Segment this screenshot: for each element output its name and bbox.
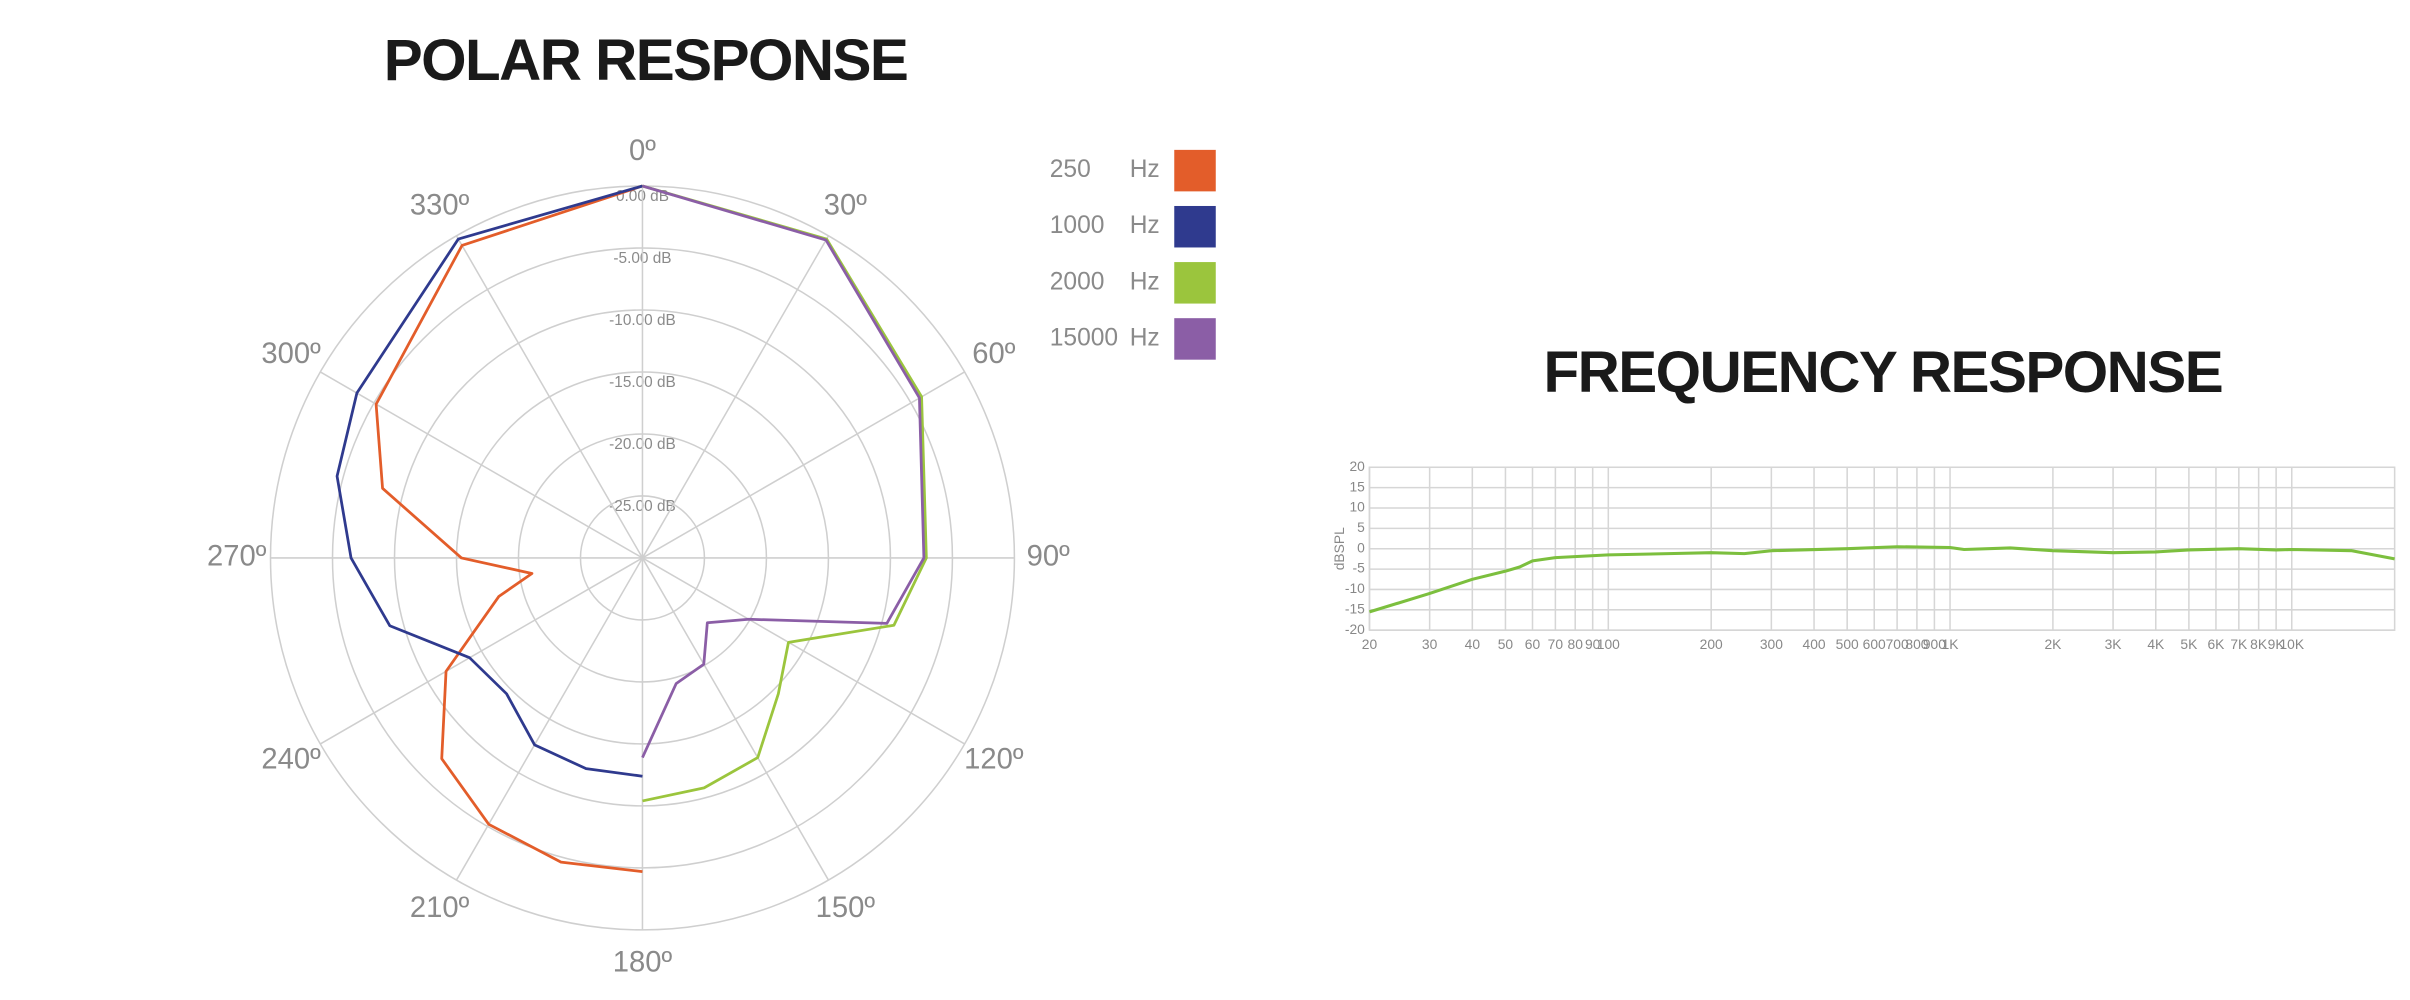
y-axis-label: dBSPL xyxy=(1331,527,1347,570)
legend-swatch xyxy=(1174,318,1216,360)
x-tick-label: 6K xyxy=(2207,636,2225,652)
legend-swatch xyxy=(1174,262,1216,304)
x-tick-label: 30 xyxy=(1422,636,1438,652)
theta-tick-label: 240º xyxy=(261,744,321,776)
y-tick-label: 15 xyxy=(1349,478,1365,494)
theta-tick-label: 150º xyxy=(816,892,876,924)
theta-grid-line xyxy=(455,557,644,881)
y-tick-label: -15 xyxy=(1345,600,1365,616)
x-tick-label: 20 xyxy=(1362,636,1378,652)
polar-line xyxy=(642,184,928,803)
theta-tick-label: 120º xyxy=(964,744,1024,776)
x-tick-label: 3K xyxy=(2105,636,2123,652)
x-tick-label: 300 xyxy=(1760,636,1783,652)
polar-line xyxy=(335,184,643,778)
x-tick-label: 1K xyxy=(1942,636,1960,652)
y-tick-label: -10 xyxy=(1345,580,1365,596)
x-tick-label: 600 xyxy=(1863,636,1886,652)
y-tick-label: 5 xyxy=(1357,519,1365,535)
chart-title: FREQUENCY RESPONSE xyxy=(1544,340,2223,405)
y-tick-label: 0 xyxy=(1357,539,1365,555)
x-tick-label: 2K xyxy=(2044,636,2062,652)
x-tick-label: 400 xyxy=(1803,636,1826,652)
x-tick-label: 80 xyxy=(1568,636,1584,652)
x-tick-label: 9K xyxy=(2268,636,2286,652)
theta-tick-label: 180º xyxy=(613,946,673,978)
x-tick-label: 8K xyxy=(2250,636,2268,652)
x-tick-label: 500 xyxy=(1836,636,1859,652)
theta-grid-line xyxy=(641,557,830,881)
theta-tick-label: 300º xyxy=(261,338,321,370)
x-tick-label: 7K xyxy=(2230,636,2248,652)
legend-label: 2000 xyxy=(1050,268,1105,295)
theta-grid-line xyxy=(319,557,643,745)
theta-tick-label: 0º xyxy=(629,135,656,167)
theta-grid-line xyxy=(642,371,965,559)
y-tick-label: -20 xyxy=(1345,621,1365,637)
legend-label: 1000 xyxy=(1050,212,1105,239)
y-tick-label: -5 xyxy=(1353,560,1366,576)
legend-unit: Hz xyxy=(1130,212,1160,239)
x-tick-label: 70 xyxy=(1548,636,1564,652)
x-tick-label: 5K xyxy=(2180,636,2198,652)
theta-grid-line xyxy=(319,371,643,559)
legend-label: 250 xyxy=(1050,156,1091,183)
y-tick-label: 20 xyxy=(1349,458,1365,474)
legend-unit: Hz xyxy=(1130,324,1160,351)
theta-tick-label: 330º xyxy=(410,189,470,221)
x-tick-label: 700 xyxy=(1886,636,1909,652)
theta-tick-label: 30º xyxy=(824,189,867,221)
legend-swatch xyxy=(1174,149,1216,192)
x-tick-label: 4K xyxy=(2147,636,2165,652)
polar-line xyxy=(641,184,926,759)
x-tick-label: 200 xyxy=(1700,636,1723,652)
y-tick-label: 10 xyxy=(1349,499,1365,515)
x-tick-label: 50 xyxy=(1498,636,1514,652)
x-tick-label: 900 xyxy=(1923,636,1946,652)
theta-tick-label: 210º xyxy=(410,892,470,924)
theta-tick-label: 60º xyxy=(972,338,1015,370)
theta-grid-line xyxy=(455,235,644,559)
theta-grid-line xyxy=(642,557,965,745)
x-tick-label: 40 xyxy=(1465,636,1481,652)
theta-tick-label: 90º xyxy=(1027,541,1070,573)
legend-unit: Hz xyxy=(1130,268,1160,295)
x-tick-label: 10K xyxy=(2279,636,2304,652)
x-tick-label: 100 xyxy=(1597,636,1620,652)
theta-grid-line xyxy=(641,235,830,559)
x-tick-label: 60 xyxy=(1525,636,1541,652)
legend-unit: Hz xyxy=(1130,156,1160,183)
x-tick-label: 800 xyxy=(1905,636,1928,652)
legend-swatch xyxy=(1174,205,1216,248)
response-line xyxy=(1369,545,2395,614)
x-tick-label: 90 xyxy=(1585,636,1601,652)
polar-line xyxy=(374,184,643,874)
theta-tick-label: 270º xyxy=(207,541,267,573)
legend-label: 15000 xyxy=(1050,324,1118,351)
chart-title: POLAR RESPONSE xyxy=(384,28,908,93)
